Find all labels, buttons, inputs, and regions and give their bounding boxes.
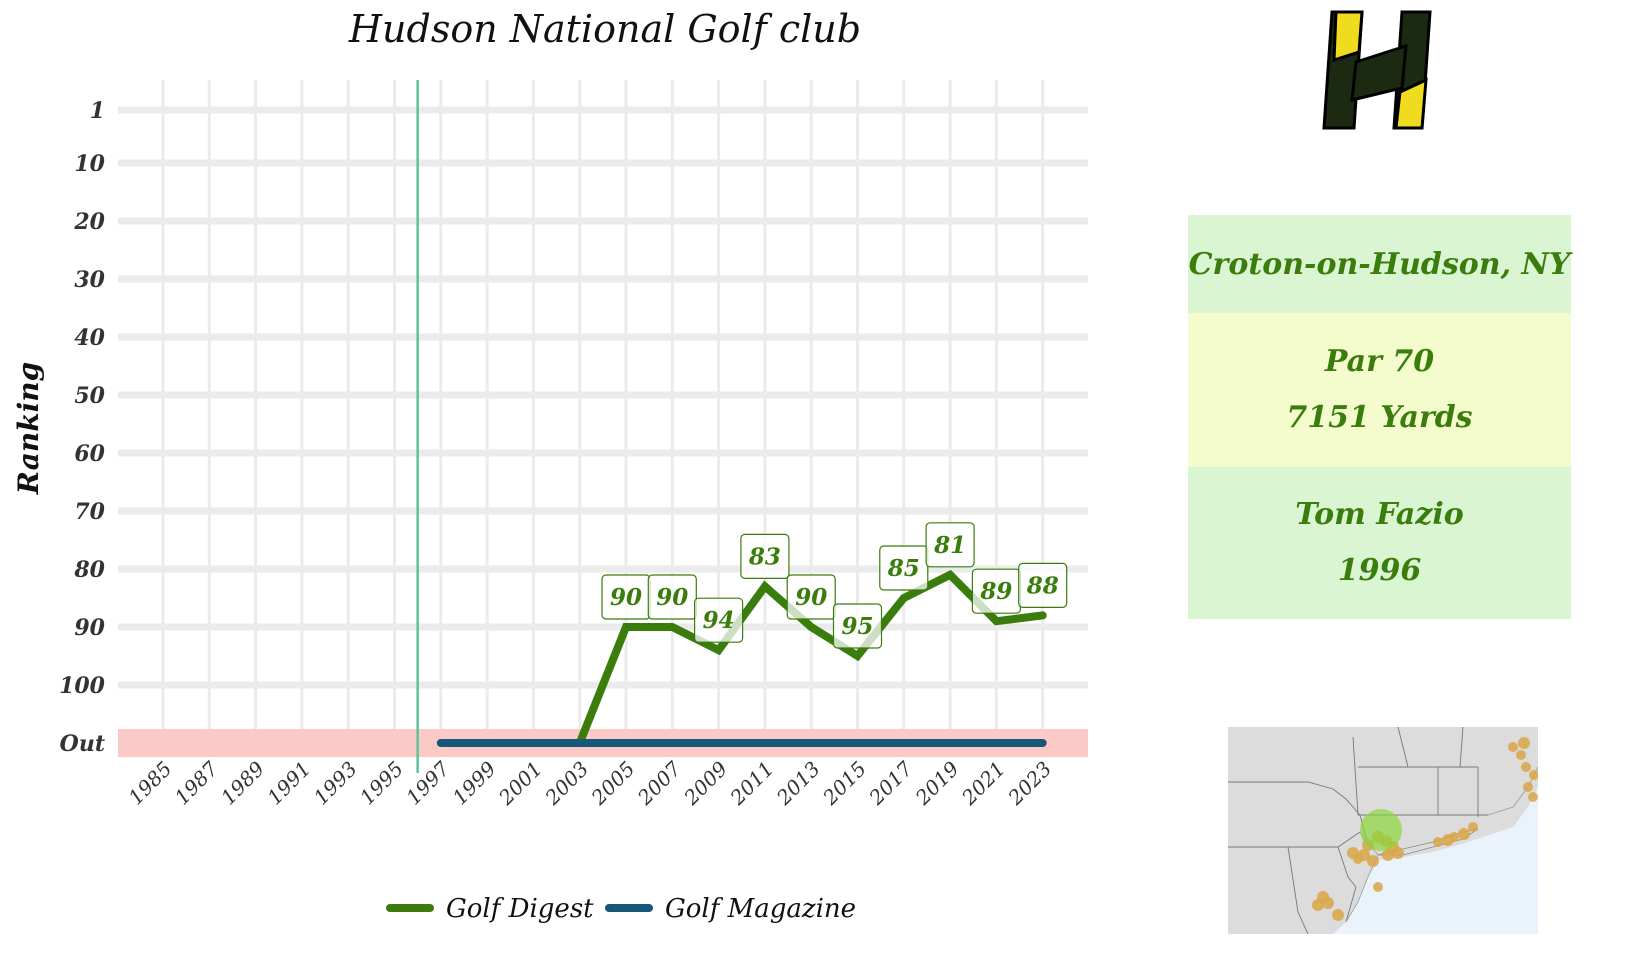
course-location: Croton-on-Hudson, NY <box>1188 246 1571 282</box>
data-label: 85 <box>879 545 929 591</box>
x-tick-label: 2015 <box>817 757 871 811</box>
data-label-box <box>925 522 975 568</box>
series-line-0 <box>575 569 1047 747</box>
course-par: Par 70 <box>1324 344 1435 379</box>
x-axis-ticks: 1985198719891991199319951997199920012003… <box>124 756 1057 810</box>
y-tick-label: Out <box>60 731 105 757</box>
data-label-text: 81 <box>933 532 966 559</box>
x-tick-label: 2013 <box>771 757 825 811</box>
y-tick-label: 50 <box>74 383 105 409</box>
y-tick-label: 10 <box>74 151 105 177</box>
series-lines <box>436 569 1047 747</box>
x-tick-label: 2003 <box>540 757 594 811</box>
location-map-icon <box>1228 727 1538 934</box>
data-label-box <box>1018 562 1068 609</box>
course-year: 1996 <box>1337 553 1422 588</box>
x-tick-label: 2023 <box>1003 757 1057 811</box>
course-yards: 7151 Yards <box>1286 400 1473 435</box>
x-tick-label: 2007 <box>632 756 686 810</box>
data-label: 90 <box>647 574 697 620</box>
data-label-box <box>740 533 790 580</box>
x-tick-label: 1997 <box>401 756 454 809</box>
legend-label: Golf Digest <box>446 894 594 924</box>
legend-label: Golf Magazine <box>665 894 856 924</box>
data-label-text: 89 <box>979 578 1012 605</box>
y-tick-label: 90 <box>74 615 105 641</box>
x-tick-label: 1989 <box>216 756 269 809</box>
x-tick-label: 2009 <box>678 756 732 810</box>
y-tick-label: 70 <box>74 499 105 525</box>
data-label-text: 90 <box>656 584 688 611</box>
data-label: 94 <box>693 597 744 643</box>
data-label-text: 94 <box>703 607 735 634</box>
x-tick-label: 2001 <box>493 757 547 811</box>
y-tick-label: 30 <box>74 267 105 293</box>
data-label-text: 83 <box>748 543 781 570</box>
x-tick-label: 2017 <box>864 756 918 810</box>
course-info-panel: Croton-on-Hudson, NY Par 70 7151 Yards T… <box>1188 215 1571 619</box>
x-tick-label: 2005 <box>586 757 640 811</box>
data-label: 90 <box>786 574 836 620</box>
club-logo-icon <box>1322 10 1432 130</box>
y-axis-ticks: 1 10 20 30 40 50 60 70 80 90 100 Out <box>59 98 106 757</box>
x-tick-label: 1985 <box>124 757 177 810</box>
x-tick-label: 1995 <box>355 757 408 810</box>
y-tick-label: 40 <box>74 325 105 351</box>
data-label: 95 <box>832 603 883 649</box>
data-label-text: 85 <box>887 555 920 582</box>
course-specs-box: Par 70 7151 Yards <box>1188 313 1571 467</box>
data-label-box <box>832 603 883 649</box>
y-axis-title: Ranking <box>12 362 45 495</box>
data-label: 89 <box>971 568 1022 614</box>
data-label: 83 <box>740 533 790 580</box>
data-label-box <box>786 574 836 620</box>
data-labels: 90 90 94 83 90 95 85 81 89 88 <box>601 522 1068 649</box>
x-tick-label: 2021 <box>956 757 1010 811</box>
course-location-box: Croton-on-Hudson, NY <box>1188 215 1571 313</box>
course-location-marker <box>1360 809 1402 851</box>
y-tick-label: 1 <box>90 98 105 124</box>
data-label-box <box>647 574 697 620</box>
data-label: 88 <box>1018 562 1068 609</box>
data-label-box <box>693 597 744 643</box>
y-tick-label: 80 <box>73 557 105 583</box>
data-label-text: 90 <box>795 584 827 611</box>
data-label: 90 <box>601 574 651 620</box>
y-tick-label: 60 <box>74 441 105 467</box>
data-label-text: 95 <box>841 613 873 640</box>
x-tick-label: 1993 <box>309 757 362 810</box>
y-tick-label: 20 <box>73 209 105 235</box>
course-designer-box: Tom Fazio 1996 <box>1188 467 1571 619</box>
data-label: 81 <box>925 522 975 568</box>
grid <box>118 80 1088 757</box>
y-tick-label: 100 <box>59 673 106 699</box>
x-tick-label: 1987 <box>170 756 223 809</box>
data-label-box <box>879 545 929 591</box>
x-tick-label: 2019 <box>910 756 964 810</box>
x-tick-label: 1999 <box>448 756 501 809</box>
x-tick-label: 2011 <box>725 757 779 811</box>
course-designer: Tom Fazio <box>1295 497 1464 532</box>
data-label-text: 90 <box>610 584 642 611</box>
data-label-text: 88 <box>1026 572 1059 599</box>
x-tick-label: 1991 <box>262 757 315 810</box>
chart-title: Hudson National Golf club <box>348 7 861 51</box>
legend: Golf Digest Golf Magazine <box>386 894 856 924</box>
